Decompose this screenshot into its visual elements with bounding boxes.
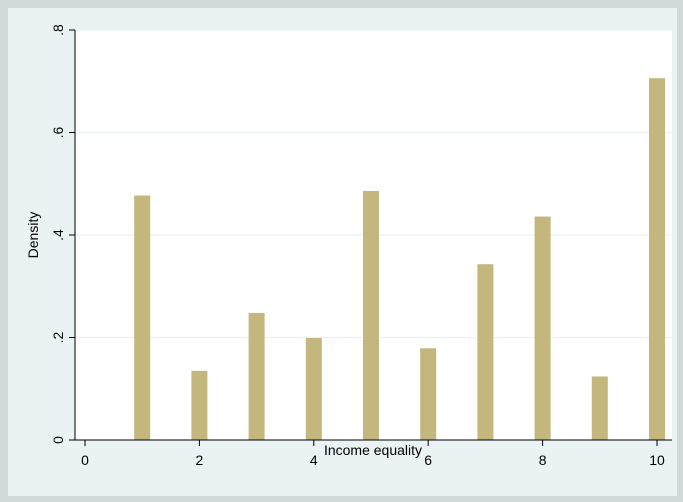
bar-2 (191, 370, 208, 440)
y-ticks: 0 .2 .4 .6 .8 (50, 24, 75, 444)
x-tick-label-2: 2 (196, 452, 204, 468)
x-tick-label-10: 10 (649, 452, 665, 468)
x-tick-label-4: 4 (310, 452, 318, 468)
bar-4 (305, 338, 322, 440)
x-ticks: 0 2 4 6 8 10 (81, 440, 665, 468)
bar-6 (420, 348, 437, 440)
y-tick-label-p8: .8 (50, 24, 66, 36)
x-tick-label-6: 6 (424, 452, 432, 468)
bar-8 (534, 216, 551, 440)
x-tick-label-8: 8 (539, 452, 547, 468)
y-tick-label-p6: .6 (50, 126, 66, 138)
x-tick-label-0: 0 (81, 452, 89, 468)
y-tick-label-p2: .2 (50, 331, 66, 343)
bar-3 (248, 312, 265, 440)
bars (134, 78, 665, 441)
bar-9 (591, 376, 608, 440)
y-tick-label-0: 0 (50, 436, 66, 444)
bar-10 (649, 78, 665, 441)
bar-5 (363, 190, 379, 440)
bar-1 (134, 195, 151, 440)
y-axis-title: Density (25, 212, 41, 259)
y-tick-label-p4: .4 (50, 229, 66, 241)
bar-7 (477, 264, 494, 440)
x-axis-title: Income equality (324, 442, 422, 458)
